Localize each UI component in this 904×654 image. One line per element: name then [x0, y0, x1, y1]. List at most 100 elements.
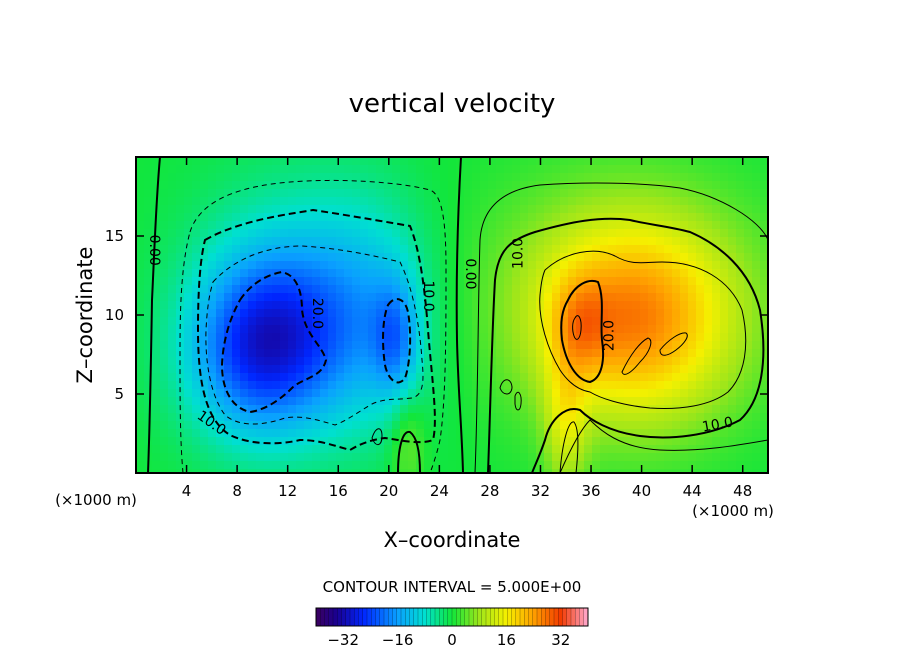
- colorbar-segment: [545, 608, 551, 626]
- field-cell: [168, 357, 177, 366]
- field-cell: [600, 181, 609, 190]
- field-cell: [672, 413, 681, 422]
- field-cell: [256, 325, 265, 334]
- field-cell: [232, 245, 241, 254]
- field-cell: [352, 405, 361, 414]
- field-cell: [312, 213, 321, 222]
- field-cell: [232, 373, 241, 382]
- field-cell: [480, 365, 489, 374]
- field-cell: [248, 397, 257, 406]
- field-cell: [552, 461, 561, 470]
- field-cell: [160, 261, 169, 270]
- field-cell: [704, 301, 713, 310]
- field-cell: [152, 357, 161, 366]
- field-cell: [376, 277, 385, 286]
- field-cell: [672, 269, 681, 278]
- field-cell: [336, 293, 345, 302]
- field-cell: [304, 429, 313, 438]
- field-cell: [432, 405, 441, 414]
- field-cell: [480, 229, 489, 238]
- field-cell: [416, 405, 425, 414]
- field-cell: [520, 365, 529, 374]
- field-cell: [504, 421, 513, 430]
- field-cell: [312, 381, 321, 390]
- field-cell: [600, 261, 609, 270]
- colorbar-segment: [498, 608, 504, 626]
- field-cell: [336, 165, 345, 174]
- field-cell: [192, 389, 201, 398]
- colorbar-segment: [575, 608, 580, 626]
- field-cell: [712, 245, 721, 254]
- field-cell: [560, 293, 569, 302]
- field-cell: [656, 325, 665, 334]
- field-cell: [144, 229, 153, 238]
- field-cell: [600, 445, 609, 454]
- field-cell: [472, 277, 481, 286]
- field-cell: [176, 389, 185, 398]
- colorbar-tick-label: −32: [327, 631, 359, 649]
- field-cell: [384, 453, 393, 462]
- field-cell: [536, 405, 545, 414]
- field-cell: [280, 365, 289, 374]
- field-cell: [160, 269, 169, 278]
- field-cell: [624, 229, 633, 238]
- field-cell: [400, 181, 409, 190]
- field-cell: [368, 341, 377, 350]
- field-cell: [224, 189, 233, 198]
- field-cell: [560, 373, 569, 382]
- field-cell: [656, 317, 665, 326]
- colorbar-segment: [367, 608, 372, 626]
- field-cell: [328, 469, 337, 473]
- field-cell: [440, 253, 449, 262]
- field-cell: [392, 181, 401, 190]
- field-cell: [600, 325, 609, 334]
- field-cell: [304, 189, 313, 198]
- field-cell: [368, 197, 377, 206]
- field-cell: [640, 189, 649, 198]
- field-cell: [656, 205, 665, 214]
- field-cell: [544, 325, 553, 334]
- field-cell: [264, 229, 273, 238]
- field-cell: [136, 453, 145, 462]
- field-cell: [600, 277, 609, 286]
- field-cell: [312, 453, 321, 462]
- field-cell: [232, 325, 241, 334]
- field-cell: [600, 157, 609, 166]
- field-cell: [760, 317, 768, 326]
- field-cell: [304, 317, 313, 326]
- field-cell: [608, 261, 617, 270]
- field-cell: [304, 381, 313, 390]
- field-cell: [624, 405, 633, 414]
- field-cell: [384, 325, 393, 334]
- field-cell: [456, 349, 465, 358]
- field-cell: [736, 189, 745, 198]
- contour-interval-label: CONTOUR INTERVAL = 5.000E+00: [323, 578, 582, 596]
- field-cell: [352, 413, 361, 422]
- field-cell: [616, 293, 625, 302]
- field-cell: [296, 341, 305, 350]
- field-cell: [288, 253, 297, 262]
- field-cell: [312, 333, 321, 342]
- field-cell: [344, 413, 353, 422]
- field-cell: [376, 429, 385, 438]
- field-cell: [272, 445, 281, 454]
- field-cell: [592, 325, 601, 334]
- field-cell: [496, 365, 505, 374]
- field-cell: [696, 261, 705, 270]
- field-cell: [760, 405, 768, 414]
- field-cell: [160, 309, 169, 318]
- field-cell: [696, 357, 705, 366]
- field-cell: [624, 413, 633, 422]
- field-cell: [408, 301, 417, 310]
- field-cell: [408, 205, 417, 214]
- field-cell: [296, 445, 305, 454]
- field-cell: [472, 261, 481, 270]
- field-cell: [496, 429, 505, 438]
- field-cell: [424, 173, 433, 182]
- field-cell: [320, 365, 329, 374]
- field-cell: [152, 277, 161, 286]
- field-cell: [528, 429, 537, 438]
- field-cell: [496, 437, 505, 446]
- field-cell: [432, 389, 441, 398]
- field-cell: [368, 181, 377, 190]
